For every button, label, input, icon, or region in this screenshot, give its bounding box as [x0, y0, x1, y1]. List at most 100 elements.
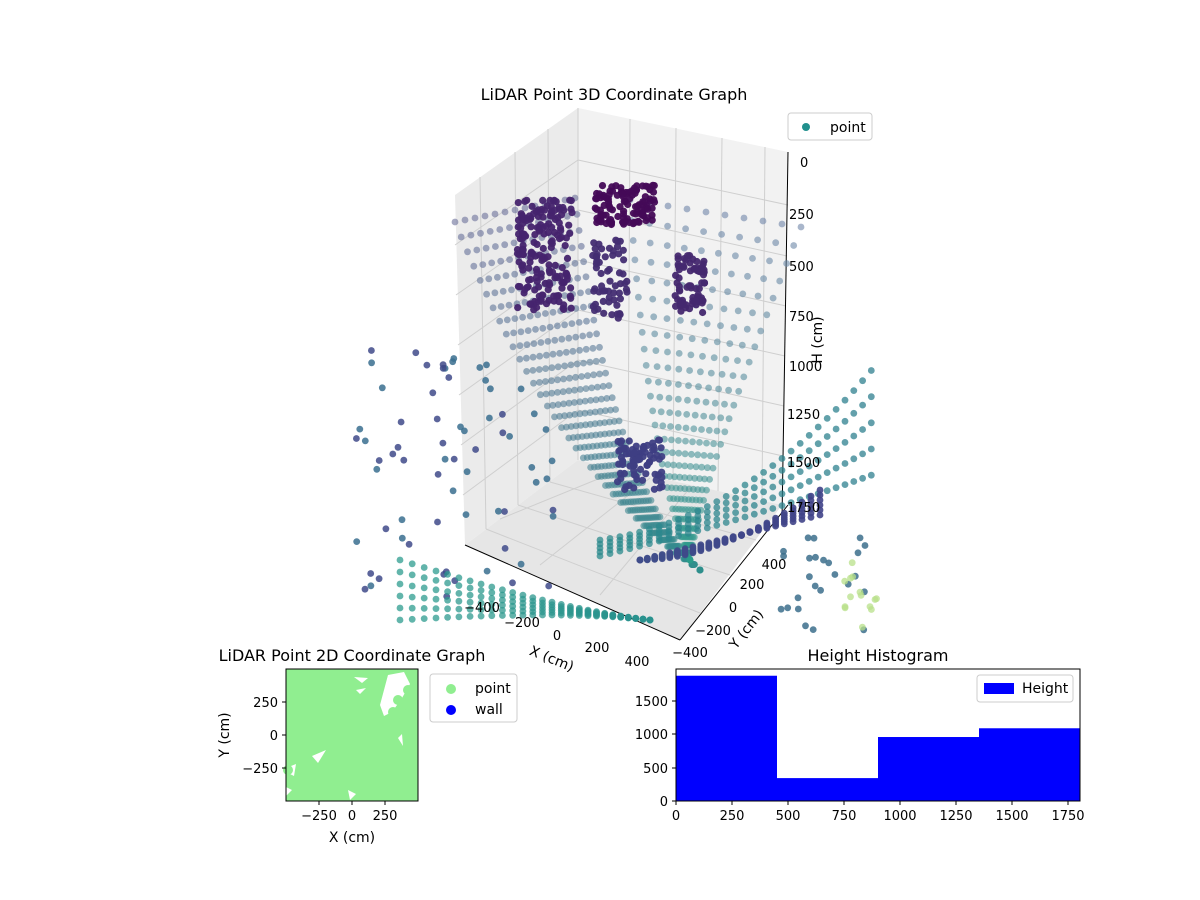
lidar-point	[420, 584, 428, 592]
y-axis-ticks: −400 −200 0 200 400	[672, 558, 786, 661]
x-tick-label-2d: −250	[301, 809, 337, 824]
lidar-point	[501, 508, 508, 515]
lidar-point	[794, 605, 802, 613]
lidar-point	[665, 394, 673, 402]
lidar-point	[668, 436, 675, 444]
y-tick-label: 0	[729, 601, 737, 616]
z-tick-label: 1000	[789, 360, 822, 375]
x-axis-ticks-histogram	[675, 801, 1069, 805]
lidar-point	[563, 254, 572, 262]
lidar-point	[567, 611, 574, 619]
lidar-point	[549, 512, 557, 520]
lidar-point	[757, 327, 765, 335]
lidar-point	[408, 582, 416, 590]
lidar-point	[551, 228, 559, 237]
lidar-point	[703, 439, 710, 447]
lidar-point	[841, 417, 849, 425]
histogram-bar	[979, 728, 1080, 801]
lidar-point	[790, 242, 798, 249]
lidar-point	[536, 352, 544, 360]
lidar-point	[501, 241, 509, 249]
y-tick-label-histogram: 1500	[635, 695, 668, 710]
lidar-point	[596, 370, 603, 378]
lidar-point	[563, 275, 571, 283]
lidar-point	[635, 201, 643, 209]
lidar-point	[831, 571, 839, 578]
lidar-point	[625, 437, 633, 445]
lidar-point	[823, 469, 831, 476]
lidar-point	[396, 604, 404, 612]
z-tick-label: 0	[800, 156, 808, 171]
lidar-point	[722, 512, 730, 520]
lidar-point	[576, 346, 583, 354]
lidar-point	[620, 444, 628, 452]
lidar-point	[450, 455, 458, 463]
lidar-point	[527, 275, 535, 284]
lidar-point	[699, 352, 706, 360]
lidar-point	[681, 462, 689, 470]
y-tick-label-histogram: 500	[643, 762, 668, 777]
lidar-point	[745, 358, 753, 366]
lidar-point	[506, 256, 513, 263]
lidar-point	[850, 387, 858, 394]
lidar-point	[554, 322, 561, 330]
lidar-point	[551, 206, 559, 215]
lidar-point	[477, 593, 485, 601]
lidar-point	[582, 345, 590, 353]
lidar-point	[466, 584, 474, 592]
lidar-point	[569, 347, 577, 355]
lidar-point	[722, 519, 730, 526]
lidar-point	[640, 442, 648, 451]
lidar-point	[614, 478, 622, 486]
lidar-point	[713, 516, 721, 523]
lidar-point	[545, 261, 553, 269]
lidar-point	[551, 261, 559, 269]
lidar-point	[708, 413, 716, 421]
lidar-point	[491, 210, 499, 218]
lidar-point	[867, 393, 875, 401]
lidar-point	[633, 275, 640, 283]
lidar-point	[455, 574, 463, 582]
lidar-point	[636, 465, 645, 473]
lidar-point	[662, 448, 670, 456]
lidar-point	[841, 460, 849, 467]
lidar-point	[675, 462, 683, 469]
lidar-point	[499, 601, 506, 609]
lidar-point	[463, 468, 471, 476]
lidar-point	[593, 330, 600, 338]
lidar-point	[557, 611, 565, 619]
lidar-point	[760, 498, 767, 505]
lidar-point	[789, 518, 797, 526]
lidar-point	[455, 582, 463, 589]
lidar-point	[620, 469, 629, 478]
lidar-point	[530, 379, 537, 387]
lidar-point	[408, 571, 416, 579]
lidar-point	[549, 350, 557, 358]
lidar-point	[750, 510, 758, 518]
lidar-point	[706, 303, 714, 311]
z-tick-label: 750	[789, 310, 814, 325]
lidar-point	[606, 205, 614, 213]
lidar-point	[646, 239, 654, 247]
lidar-point	[561, 412, 568, 420]
lidar-point	[501, 545, 509, 552]
lidar-point	[488, 600, 496, 608]
lidar-point	[544, 338, 552, 345]
z-tick-label: 500	[789, 260, 814, 275]
lidar-point	[477, 580, 485, 588]
lidar-point	[686, 367, 693, 374]
lidar-point	[555, 235, 564, 243]
lidar-point	[532, 478, 540, 486]
lidar-point	[514, 199, 522, 207]
lidar-point	[760, 275, 767, 283]
lidar-point	[356, 425, 364, 433]
chart-2d: LiDAR Point 2D Coordinate Graph −250 0 2…	[217, 646, 518, 846]
lidar-point	[664, 202, 672, 210]
legend-marker-point	[802, 123, 810, 131]
lidar-point	[548, 377, 555, 385]
lidar-point	[732, 509, 739, 516]
lidar-point	[674, 395, 682, 403]
lidar-point	[511, 206, 519, 214]
lidar-point	[647, 258, 655, 266]
lidar-point	[603, 395, 611, 402]
